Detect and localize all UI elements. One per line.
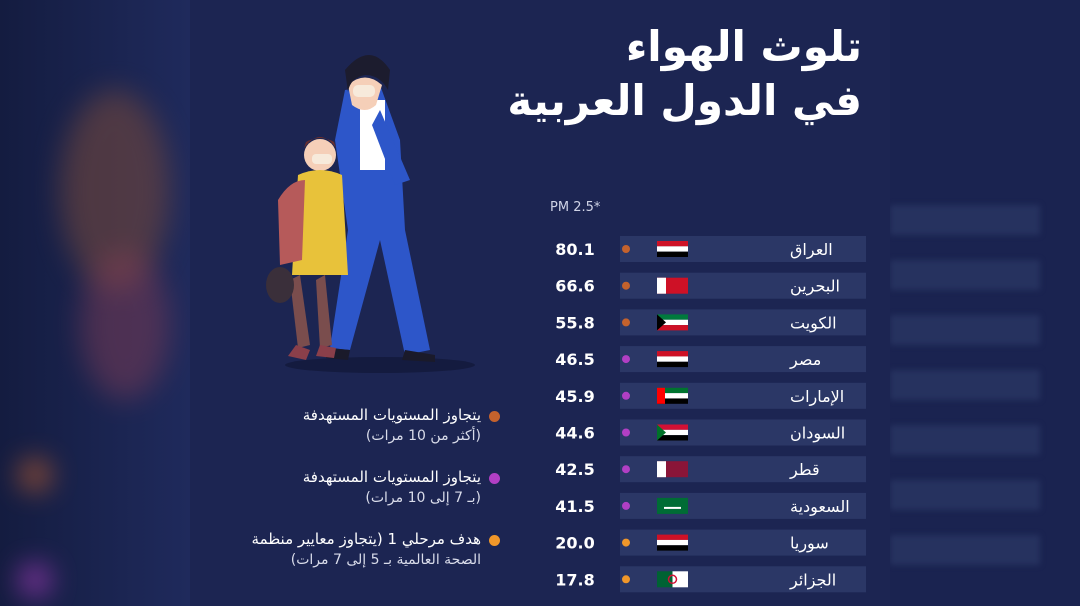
value-label: 20.0: [555, 534, 594, 553]
country-label: سوريا: [790, 534, 829, 554]
value-label: 80.1: [555, 240, 594, 259]
sudan-flag-icon: [657, 424, 688, 441]
legend-dot: [489, 411, 500, 422]
value-label: 17.8: [555, 570, 594, 589]
legend-line: الصحة العالمية بـ 5 إلى 7 مرات): [290, 552, 481, 568]
country-label: العراق: [790, 240, 833, 260]
country-label: الكويت: [790, 313, 837, 333]
syria-flag-icon: [657, 534, 688, 551]
severity-dot: [622, 575, 630, 584]
legend-item-over-10x: يتجاوز المستويات المستهدفة (أكثر من 10 م…: [210, 405, 500, 447]
severity-dot: [622, 245, 630, 253]
iraq-flag-icon: [657, 241, 688, 257]
legend-dot: [489, 473, 500, 484]
country-label: السعودية: [790, 497, 850, 517]
country-label: السودان: [790, 424, 845, 444]
egypt-flag-icon: [657, 351, 688, 368]
kuwait-flag-icon: [657, 314, 688, 331]
algeria-flag-icon: [657, 571, 688, 588]
severity-dot: [622, 465, 630, 474]
legend-item-5-7x: هدف مرحلي 1 (يتجاوز معايير منظمة الصحة ا…: [210, 529, 500, 571]
page-title: تلوث الهواء في الدول العربية: [507, 20, 862, 128]
legend: يتجاوز المستويات المستهدفة (أكثر من 10 م…: [210, 405, 500, 591]
value-label: 45.9: [555, 387, 594, 406]
country-label: الجزائر: [789, 570, 836, 590]
country-label: مصر: [789, 350, 821, 370]
pollution-chart: العراق 80.1 البحرين 66.6 الكويت 55.8 مصر 46.5 ال…: [555, 236, 866, 593]
legend-line: (بـ 7 إلى 10 مرات): [365, 490, 481, 506]
legend-line: يتجاوز المستويات المستهدفة: [302, 468, 481, 486]
severity-dot: [622, 281, 630, 290]
severity-dot: [622, 428, 630, 437]
legend-dot: [489, 535, 500, 546]
value-label: 44.6: [555, 424, 594, 443]
legend-line: هدف مرحلي 1 (يتجاوز معايير منظمة: [251, 530, 481, 548]
blurred-background-right: [890, 0, 1080, 606]
value-label: 55.8: [555, 313, 594, 332]
severity-dot: [622, 501, 630, 510]
country-label: الإمارات: [790, 387, 844, 407]
severity-dot: [622, 391, 630, 400]
country-label: قطر: [789, 460, 820, 480]
country-row-bg: [620, 529, 866, 556]
severity-dot: [622, 318, 630, 327]
value-label: 42.5: [555, 460, 594, 479]
legend-item-7-10x: يتجاوز المستويات المستهدفة (بـ 7 إلى 10 …: [210, 467, 500, 509]
bahrain-flag-icon: [657, 277, 688, 294]
uae-flag-icon: [657, 387, 688, 404]
qatar-flag-icon: [657, 461, 688, 478]
unit-label: PM 2.5*: [550, 200, 601, 215]
blurred-background-left: [0, 0, 190, 606]
mother-child-mask-illustration: [266, 55, 475, 373]
legend-line: يتجاوز المستويات المستهدفة: [302, 406, 481, 424]
saudi-flag-icon: [657, 497, 688, 514]
value-label: 66.6: [555, 277, 594, 296]
title-line-2: في الدول العربية: [507, 76, 862, 125]
infographic-panel: تلوث الهواء في الدول العربية PM 2.5* الع…: [190, 0, 890, 606]
severity-dot: [622, 538, 630, 547]
value-label: 46.5: [555, 350, 594, 369]
country-row-bg: [620, 456, 866, 483]
title-line-1: تلوث الهواء: [625, 22, 862, 71]
value-label: 41.5: [555, 497, 594, 516]
severity-dot: [622, 355, 630, 364]
country-label: البحرين: [790, 277, 840, 297]
legend-line: (أكثر من 10 مرات): [365, 428, 481, 444]
country-row-bg: [620, 346, 866, 373]
